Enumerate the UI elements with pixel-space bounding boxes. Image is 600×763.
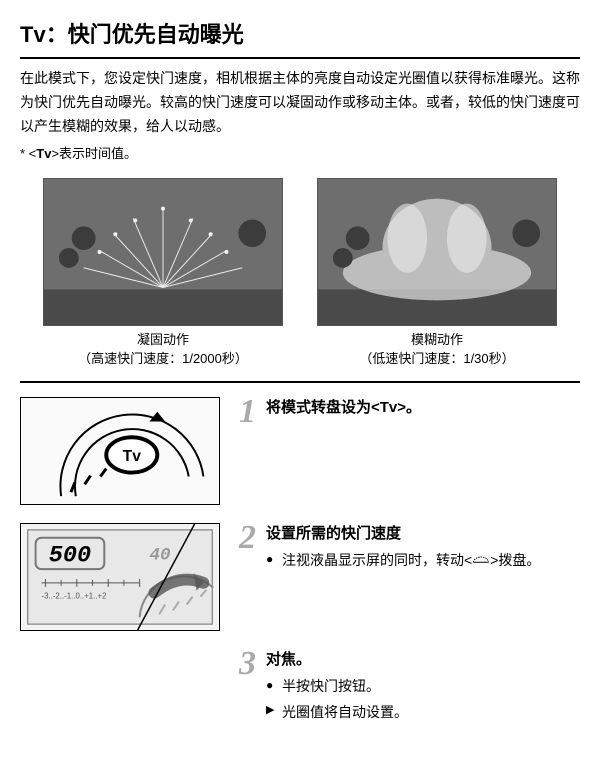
footnote: * <Tv>表示时间值。	[20, 144, 580, 164]
caption-frozen-l2: （高速快门速度：1/2000秒）	[78, 351, 248, 366]
footnote-tv: Tv	[36, 146, 51, 161]
title-separator: ：	[46, 22, 68, 47]
caption-blur-l1: 模糊动作	[411, 332, 463, 347]
step2-number: 2	[226, 521, 260, 555]
intro-paragraph: 在此模式下，您设定快门速度，相机根据主体的亮度自动设定光圈值以获得标准曝光。这称…	[20, 67, 580, 138]
separator-line	[20, 381, 580, 383]
caption-blur-l2: （低速快门速度：1/30秒）	[359, 351, 514, 366]
caption-frozen: 凝固动作 （高速快门速度：1/2000秒）	[43, 330, 283, 369]
main-dial-icon	[472, 554, 490, 566]
step3-number: 3	[226, 647, 260, 681]
title-text: 快门优先自动曝光	[68, 22, 244, 47]
step2-image: 500 40 -3..-2..-1..0..+1..+2	[20, 523, 220, 631]
step1-number: 1	[226, 395, 260, 429]
step2-heading: 设置所需的快门速度	[266, 523, 580, 546]
page-title: Tv：快门优先自动曝光	[20, 18, 580, 59]
step2-bullet1-post: >拨盘。	[490, 552, 540, 568]
title-prefix: Tv	[20, 22, 46, 47]
step2-bullet1: 注视液晶显示屏的同时，转动< >拨盘。	[266, 549, 580, 573]
lcd-scale: -3..-2..-1..0..+1..+2	[41, 591, 106, 600]
example-row: 凝固动作 （高速快门速度：1/2000秒）	[20, 178, 580, 369]
step-1: Tv 1 将模式转盘设为<Tv>。	[20, 397, 580, 505]
footnote-post: >表示时间值。	[51, 146, 137, 161]
step-3: 3 对焦。 半按快门按钮。 光圈值将自动设置。	[20, 649, 580, 727]
step1-heading-tv: Tv	[380, 399, 398, 416]
step1-heading: 将模式转盘设为<Tv>。	[266, 397, 580, 420]
step3-bullet2: 光圈值将自动设置。	[266, 701, 580, 725]
photo-blur	[317, 178, 557, 326]
lcd-value: 500	[49, 542, 91, 569]
step3-heading: 对焦。	[266, 649, 580, 672]
example-right: 模糊动作 （低速快门速度：1/30秒）	[317, 178, 557, 369]
footnote-pre: * <	[20, 146, 36, 161]
step1-heading-post: >。	[397, 399, 421, 416]
example-left: 凝固动作 （高速快门速度：1/2000秒）	[43, 178, 283, 369]
dial-tv-label: Tv	[123, 448, 142, 465]
caption-frozen-l1: 凝固动作	[137, 332, 189, 347]
lcd-right: 40	[149, 545, 171, 565]
photo-frozen	[43, 178, 283, 326]
step1-image: Tv	[20, 397, 220, 505]
step-2: 500 40 -3..-2..-1..0..+1..+2	[20, 523, 580, 631]
caption-blur: 模糊动作 （低速快门速度：1/30秒）	[317, 330, 557, 369]
step2-bullet1-pre: 注视液晶显示屏的同时，转动<	[282, 552, 472, 568]
step1-heading-pre: 将模式转盘设为<	[266, 399, 380, 416]
step3-bullet1: 半按快门按钮。	[266, 675, 580, 699]
